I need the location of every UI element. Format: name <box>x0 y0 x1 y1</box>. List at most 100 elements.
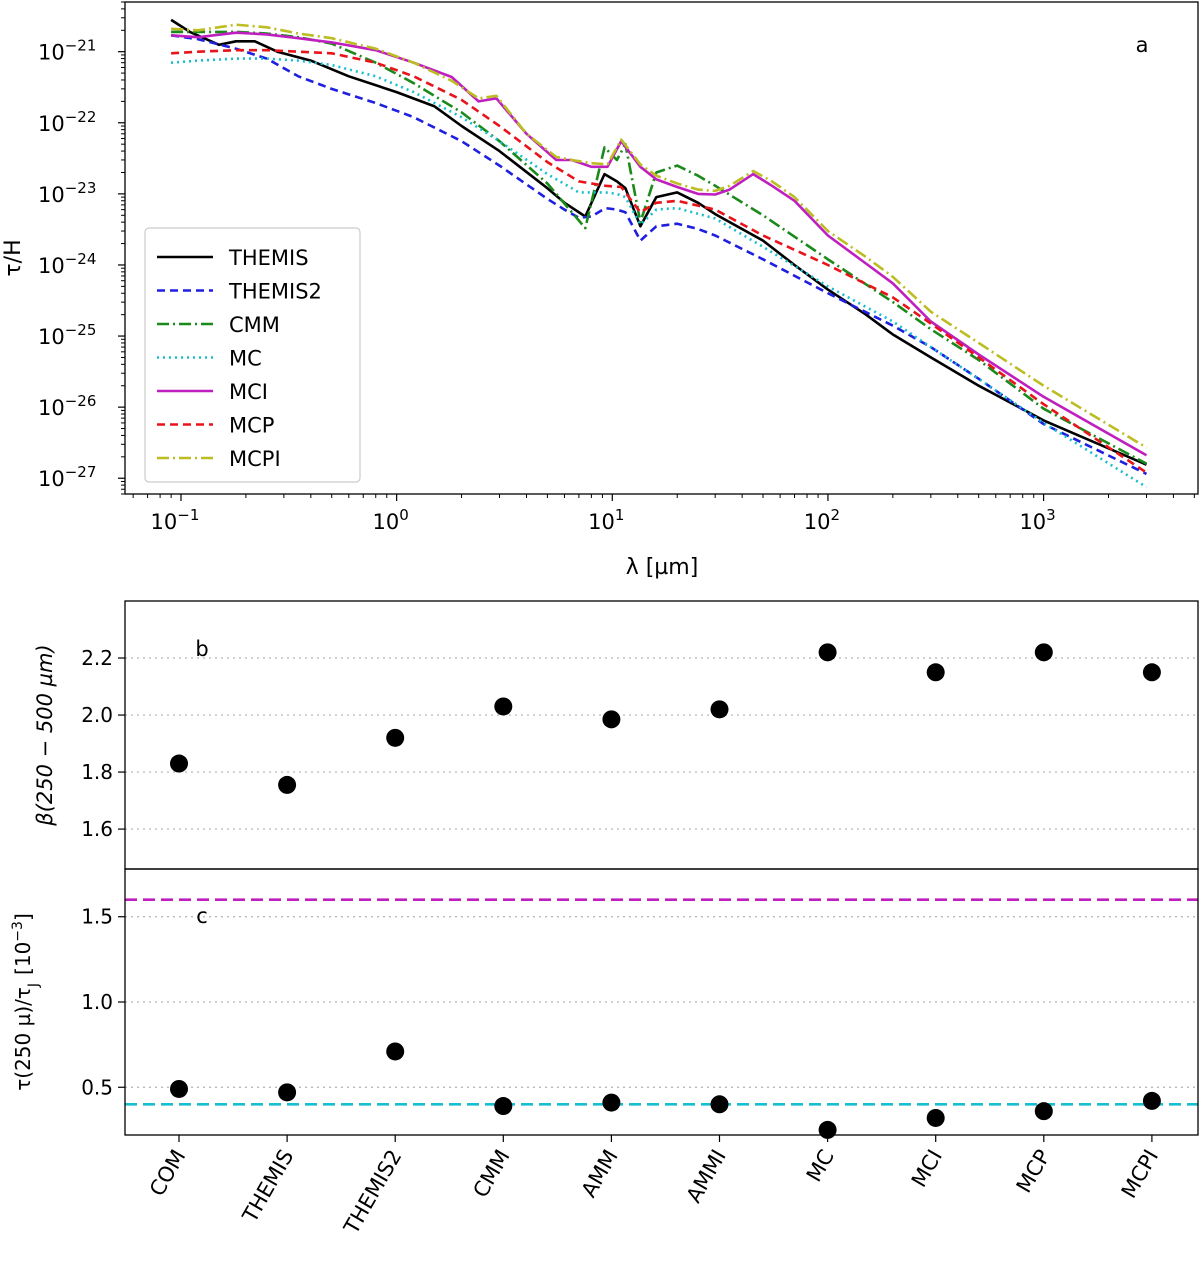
x-tick-label: 103 <box>1019 506 1055 534</box>
category-label-cmm: CMM <box>468 1146 514 1202</box>
y-tick-label-base: 10 <box>38 183 65 207</box>
y-tick-label-exponent: −24 <box>65 250 97 268</box>
panel-b-point-cmm <box>494 697 513 716</box>
panel-c-x-ticks: COM THEMIS THEMIS2 CMM AMM AMMI MC MCI MCP MCPI <box>145 1135 1163 1239</box>
y-tick-label-exponent: −22 <box>65 108 97 126</box>
y-tick-label-exponent: −26 <box>65 392 97 410</box>
panel-a-series <box>170 18 1148 489</box>
x-tick-label: 10−1 <box>151 506 200 534</box>
category-label-themis: THEMIS <box>237 1146 298 1228</box>
x-tick-label-base: 10 <box>588 510 615 534</box>
panel-b-points <box>170 643 1161 794</box>
panel-c-point-themis <box>278 1083 297 1102</box>
panel-c-y-axis-label-unit-end: ] <box>11 913 35 921</box>
panel-c-y-axis-label-sub: J <box>26 983 42 988</box>
panel-c-y-axis-label: τ(250 µ)/τJ [10−3] <box>10 913 42 1091</box>
panel-b: 1.6 1.8 2.0 2.2 b β(250 − 500 µm) <box>33 600 1199 870</box>
panel-b-point-amm <box>602 710 621 729</box>
category-label-mci: MCI <box>907 1146 947 1192</box>
series-line-themis <box>170 18 1148 466</box>
x-tick-label: 100 <box>373 506 409 534</box>
panel-a-label: a <box>1136 33 1149 57</box>
x-tick-label: 101 <box>588 506 624 534</box>
panel-c-point-mcpi <box>1142 1091 1161 1110</box>
panel-b-point-themis2 <box>386 728 405 747</box>
y-tick-label-exponent: −27 <box>65 463 97 481</box>
panel-c-label: c <box>196 904 208 928</box>
y-tick-label: 10−27 <box>38 463 96 491</box>
series-line-mcp <box>171 48 1148 474</box>
y-tick-label: 10−25 <box>38 321 96 349</box>
panel-a-frame <box>124 1 1199 495</box>
panel-b-y-tick-label: 2.0 <box>81 703 113 727</box>
series-line-themis2 <box>170 34 1148 476</box>
legend: THEMIS THEMIS2 CMM MC MCI MCP MCPI <box>144 227 361 483</box>
panel-c-y-tick-label: 1.5 <box>81 905 113 929</box>
y-tick-label-base: 10 <box>38 254 65 278</box>
category-label-com: COM <box>145 1146 190 1201</box>
y-tick-label-exponent: −21 <box>65 37 97 55</box>
panel-c-point-mc <box>818 1120 837 1139</box>
panel-b-point-com <box>170 754 188 773</box>
panel-b-y-axis-label: β(250 − 500 µm) <box>33 644 57 826</box>
panel-c-point-cmm <box>494 1097 513 1116</box>
panel-b-label: b <box>195 637 208 661</box>
panel-b-point-mc <box>818 643 837 662</box>
series-line-mc <box>170 57 1148 489</box>
y-tick-label-base: 10 <box>38 396 65 420</box>
panel-c-y-tick-label: 0.5 <box>81 1075 113 1099</box>
x-tick-label-exponent: −1 <box>177 506 199 524</box>
y-tick-label: 10−21 <box>38 37 96 65</box>
x-tick-label-base: 10 <box>373 510 400 534</box>
panel-c-y-tick-label: 1.0 <box>81 990 113 1014</box>
legend-label-themis2: THEMIS2 <box>228 280 322 304</box>
panel-c-point-mci <box>926 1108 945 1127</box>
category-label-mc: MC <box>802 1146 839 1186</box>
y-tick-label: 10−26 <box>38 392 96 420</box>
panel-b-grid <box>125 657 1198 830</box>
category-label-mcp: MCP <box>1012 1146 1056 1197</box>
panel-b-point-mcp <box>1034 643 1053 662</box>
x-tick-label-base: 10 <box>1019 510 1046 534</box>
x-tick-label-exponent: 2 <box>831 506 841 524</box>
y-tick-label: 10−22 <box>38 108 96 136</box>
panel-c-point-themis2 <box>386 1042 405 1061</box>
x-tick-label-base: 10 <box>151 510 178 534</box>
panel-a: 10−1 100 101 102 103 10−2110−2210−2310−2410−… <box>1 1 1199 580</box>
y-tick-label-base: 10 <box>38 41 65 65</box>
legend-label-mcpi: MCPI <box>229 447 281 471</box>
y-tick-label-exponent: −23 <box>65 179 97 197</box>
x-tick-label-exponent: 3 <box>1046 506 1056 524</box>
category-label-amm: AMM <box>577 1146 623 1202</box>
panel-c: 0.5 1.0 1.5 COM THEMIS THEMIS2 CMM AMM AMMI MC MC… <box>10 868 1199 1239</box>
panel-c-y-axis-label-main: τ(250 µ)/τ <box>11 987 35 1091</box>
y-tick-label-base: 10 <box>38 112 65 136</box>
panel-b-point-mci <box>926 663 945 682</box>
panel-c-y-axis-label-unit: [10 <box>11 942 35 975</box>
legend-label-mci: MCI <box>229 380 268 404</box>
legend-label-cmm: CMM <box>229 313 280 337</box>
panel-c-point-ammi <box>710 1095 729 1114</box>
x-tick-label-exponent: 1 <box>615 506 625 524</box>
panel-b-point-ammi <box>710 700 729 719</box>
panel-a-x-ticks: 10−1 100 101 102 103 <box>132 494 1195 534</box>
panel-b-y-ticks: 1.6 1.8 2.0 2.2 <box>81 646 125 841</box>
series-line-mcpi <box>171 23 1148 449</box>
category-label-mcpi: MCPI <box>1117 1146 1164 1203</box>
y-tick-label-base: 10 <box>38 325 65 349</box>
panel-c-y-ticks: 0.5 1.0 1.5 <box>81 905 125 1099</box>
legend-label-mc: MC <box>229 347 262 371</box>
panel-a-y-axis-label: τ/H <box>1 239 26 276</box>
category-label-themis2: THEMIS2 <box>339 1146 407 1239</box>
x-tick-label-base: 10 <box>804 510 831 534</box>
panel-b-point-themis <box>278 775 297 794</box>
panel-c-point-com <box>170 1079 188 1098</box>
x-tick-label-exponent: 0 <box>399 506 409 524</box>
panel-b-y-tick-label: 2.2 <box>81 646 113 670</box>
y-tick-label-exponent: −25 <box>65 321 97 339</box>
panel-c-y-axis-label-unit-exp: −3 <box>10 921 26 942</box>
y-tick-label: 10−24 <box>38 250 96 278</box>
category-label-ammi: AMMI <box>682 1146 731 1207</box>
